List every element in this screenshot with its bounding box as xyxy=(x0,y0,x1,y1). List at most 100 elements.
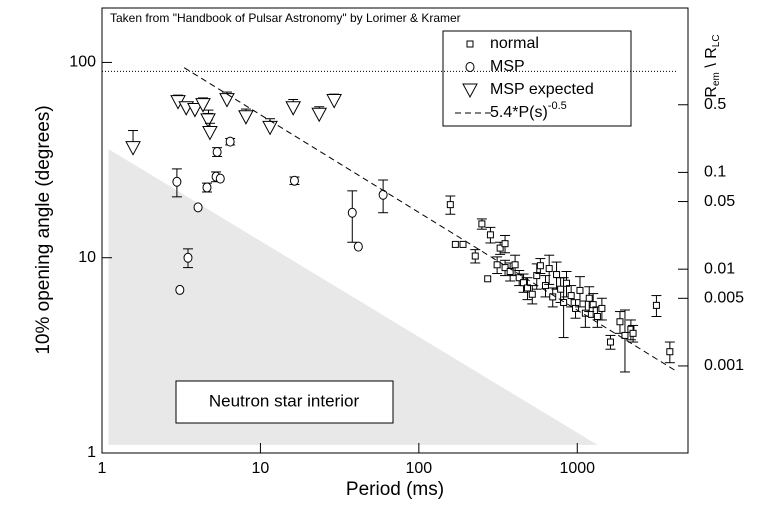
legend-text: 5.4*P(s) xyxy=(490,104,548,121)
square-marker xyxy=(506,268,514,276)
square-marker xyxy=(486,231,494,239)
triangle-marker xyxy=(262,120,278,136)
circle-marker xyxy=(378,189,388,200)
triangle-marker xyxy=(195,98,211,113)
square-marker xyxy=(523,284,531,292)
square-marker xyxy=(553,271,561,279)
x-tick-label: 1 xyxy=(98,460,107,477)
circle-marker xyxy=(353,241,363,252)
circle-marker xyxy=(225,136,235,147)
circle-marker xyxy=(183,252,193,263)
square-marker xyxy=(451,240,459,248)
region xyxy=(108,149,598,445)
x-tick-label: 10 xyxy=(252,460,270,477)
square-marker xyxy=(557,285,565,293)
triangle-marker xyxy=(285,101,302,116)
square-marker xyxy=(598,304,606,312)
legend-text: normal xyxy=(490,35,539,52)
square-marker xyxy=(652,301,660,309)
legend-superscript: -0.5 xyxy=(548,100,567,112)
y2-tick-label: 0.05 xyxy=(704,193,735,210)
square-marker xyxy=(585,294,593,302)
square-marker xyxy=(549,293,557,301)
square-marker xyxy=(560,298,568,306)
region-label-box xyxy=(175,380,394,424)
square-marker xyxy=(493,261,501,269)
square-marker xyxy=(593,313,601,321)
y2-tick-label: 0.01 xyxy=(704,260,735,277)
x-axis-label: Period (ms) xyxy=(346,479,444,500)
square-marker xyxy=(520,279,528,287)
legend-label: MSP xyxy=(490,58,525,75)
triangle-marker xyxy=(200,113,216,128)
legend-label: normal xyxy=(490,35,539,52)
square-marker xyxy=(562,279,570,287)
square-marker xyxy=(466,40,474,48)
circle-marker xyxy=(202,182,212,193)
triangle-marker xyxy=(187,103,203,118)
square-marker xyxy=(459,240,467,248)
square-marker xyxy=(581,309,589,317)
square-marker xyxy=(484,275,492,283)
square-marker xyxy=(621,331,629,339)
y-tick-label: 1 xyxy=(87,444,96,461)
fit-line xyxy=(183,67,678,373)
triangle-marker xyxy=(219,93,235,108)
square-marker xyxy=(446,201,454,209)
square-marker xyxy=(496,244,504,252)
circle-marker xyxy=(215,173,225,184)
square-marker xyxy=(511,261,519,269)
y2-tick-label: 0.1 xyxy=(704,164,726,181)
square-marker xyxy=(501,240,509,248)
triangle-marker xyxy=(326,94,342,109)
triangle-marker xyxy=(462,83,478,99)
circle-marker xyxy=(212,146,222,157)
plot-frame xyxy=(101,7,689,454)
circle-marker xyxy=(465,62,475,72)
y2-label-part: R xyxy=(703,86,720,98)
triangle-marker xyxy=(311,107,328,123)
circle-marker xyxy=(172,176,182,187)
y2-label-part: LC xyxy=(711,34,722,47)
triangle-marker xyxy=(238,110,254,125)
legend-label: MSP expected xyxy=(490,81,594,98)
square-marker xyxy=(471,252,479,260)
square-marker xyxy=(478,220,486,228)
square-marker xyxy=(541,282,549,290)
legend-label: 5.4*P(s)-0.5 xyxy=(490,100,567,121)
square-marker xyxy=(528,290,536,298)
y2-axis-label: Rem \ RLC xyxy=(703,34,721,97)
circle-marker xyxy=(347,207,357,218)
y2-tick-label: 0.005 xyxy=(704,290,744,307)
square-marker xyxy=(576,286,584,294)
square-marker xyxy=(666,348,674,356)
y2-tick-label: 0.001 xyxy=(704,357,744,374)
square-marker xyxy=(567,292,575,300)
y-tick-label: 10 xyxy=(78,249,96,266)
x-tick-label: 1000 xyxy=(559,460,595,477)
square-marker xyxy=(606,338,614,346)
square-marker xyxy=(533,272,541,280)
triangle-marker xyxy=(202,125,218,141)
y2-label-part: \ R xyxy=(703,47,720,72)
y2-label-part: em xyxy=(711,72,722,86)
chart-title: Taken from "Handbook of Pulsar Astronomy… xyxy=(110,11,461,25)
region-label: Neutron star interior xyxy=(209,391,360,410)
legend-box xyxy=(442,30,632,127)
square-marker xyxy=(536,262,544,270)
legend-text: MSP xyxy=(490,58,525,75)
region-layer xyxy=(108,149,598,445)
circle-marker xyxy=(193,202,203,213)
square-marker xyxy=(572,304,580,312)
circle-marker xyxy=(175,284,185,295)
y-tick-label: 100 xyxy=(69,54,96,71)
x-tick-label: 100 xyxy=(405,460,432,477)
y-axis-label: 10% opening angle (degrees) xyxy=(33,105,54,354)
y2-tick-label: 0.5 xyxy=(704,96,726,113)
circle-marker xyxy=(289,175,299,186)
square-marker xyxy=(589,301,597,309)
legend-text: MSP expected xyxy=(490,81,594,98)
square-marker xyxy=(545,265,553,273)
square-marker xyxy=(629,329,637,337)
